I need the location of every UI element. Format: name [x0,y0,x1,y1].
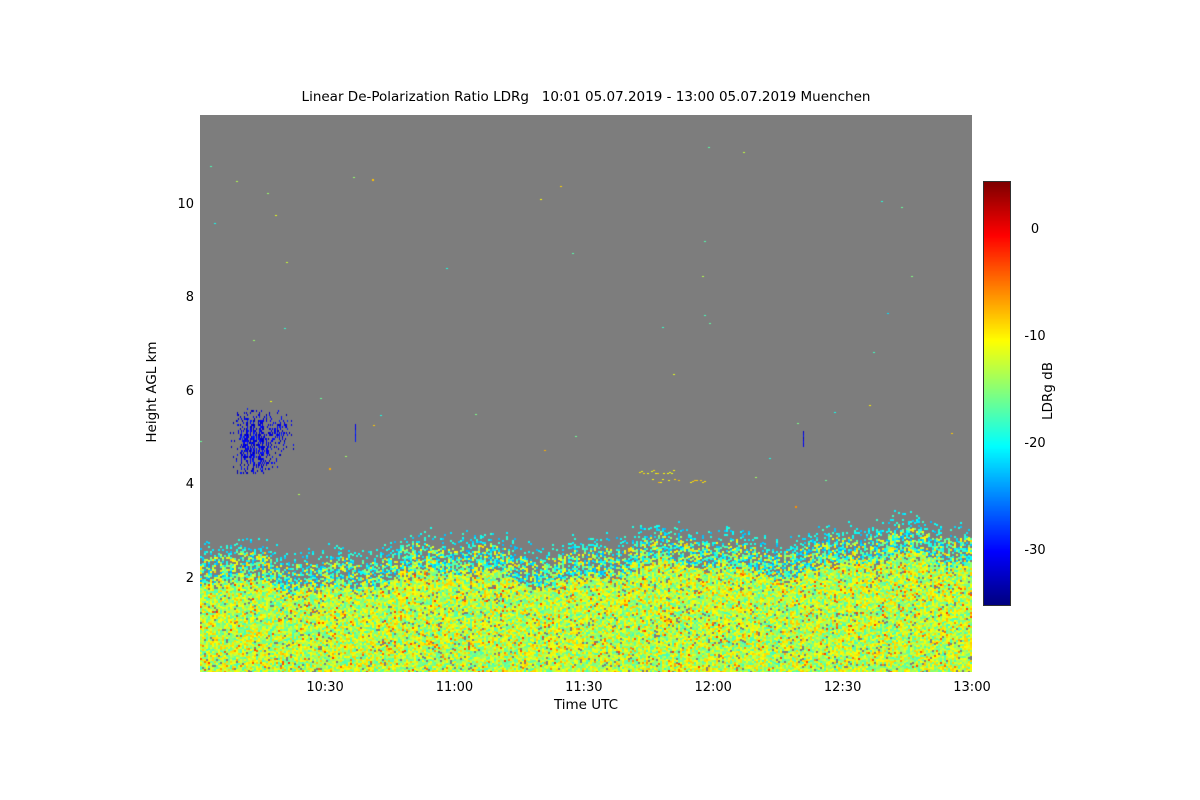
x-tick-label: 11:30 [565,680,603,695]
x-tick-label: 12:00 [694,680,732,695]
x-tick-label: 13:00 [953,680,991,695]
colorbar-tick-label: -10 [1024,329,1046,345]
heatmap-canvas [200,115,972,672]
x-tick-label: 10:30 [306,680,344,695]
x-tick-label: 11:00 [435,680,474,695]
chart-title: Linear De-Polarization Ratio LDRg 10:01 … [301,89,871,105]
colorbar-label: LDRg dB [1040,362,1056,420]
x-axis-label: Time UTC [553,697,619,713]
y-tick-label: 2 [185,570,194,586]
colorbar-tick-label: -30 [1024,543,1046,559]
y-tick-label: 6 [185,383,194,399]
y-tick-label: 8 [185,290,194,306]
colorbar-tick-label: -20 [1024,436,1046,452]
y-tick-label: 10 [177,197,194,213]
x-tick-label: 12:30 [823,680,862,695]
colorbar-tick-label: 0 [1030,222,1040,238]
colorbar [983,181,1011,606]
y-tick-label: 4 [185,477,194,493]
